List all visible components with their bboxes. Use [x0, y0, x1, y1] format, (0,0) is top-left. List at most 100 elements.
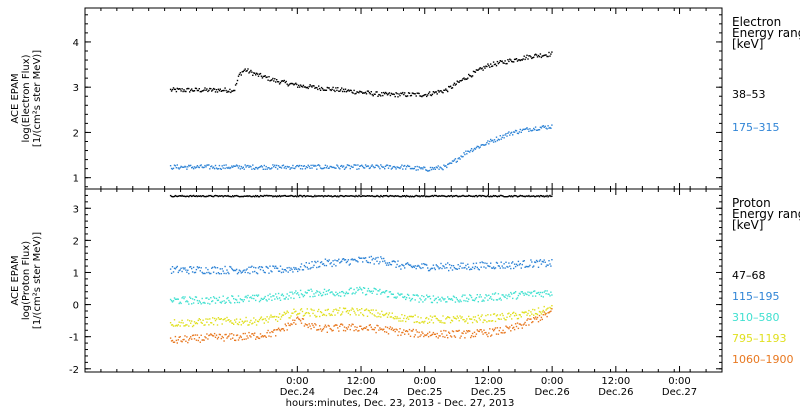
data-point-proton-4: [510, 330, 512, 332]
data-point-electron-0: [533, 56, 535, 58]
data-point-proton-3: [236, 323, 239, 325]
data-point-proton-0: [453, 195, 456, 197]
data-point-electron-0: [469, 74, 471, 77]
data-point-proton-4: [289, 324, 291, 327]
data-point-electron-0: [315, 86, 317, 89]
data-point-proton-0: [483, 195, 485, 197]
data-point-proton-3: [464, 321, 466, 323]
data-point-proton-2: [317, 291, 319, 293]
data-point-proton-4: [365, 326, 368, 328]
data-point-proton-4: [203, 339, 205, 341]
data-point-proton-3: [271, 316, 273, 318]
data-point-proton-1: [249, 272, 251, 275]
data-point-proton-1: [290, 267, 292, 269]
data-point-proton-1: [403, 265, 405, 267]
data-point-proton-0: [451, 196, 454, 198]
data-point-proton-0: [511, 195, 513, 197]
data-point-electron-1: [492, 141, 495, 143]
data-point-proton-3: [398, 320, 400, 322]
data-point-proton-3: [317, 310, 319, 313]
data-point-electron-0: [376, 91, 378, 93]
data-point-proton-0: [466, 195, 468, 197]
data-point-proton-1: [243, 269, 245, 271]
data-point-proton-3: [241, 320, 243, 322]
data-point-proton-1: [441, 267, 443, 270]
data-point-proton-4: [262, 336, 264, 338]
data-point-proton-4: [283, 329, 285, 332]
data-point-proton-1: [437, 266, 439, 268]
data-point-proton-0: [331, 196, 333, 198]
data-point-proton-0: [425, 196, 427, 198]
data-point-proton-4: [179, 336, 181, 338]
data-point-proton-4: [323, 326, 326, 328]
data-point-proton-4: [269, 331, 271, 334]
data-point-proton-2: [414, 299, 416, 301]
data-point-proton-2: [415, 294, 417, 296]
data-point-proton-3: [277, 316, 280, 318]
data-point-electron-1: [544, 125, 546, 127]
data-point-proton-3: [524, 311, 526, 313]
data-point-electron-1: [483, 144, 485, 146]
data-point-electron-0: [213, 88, 216, 90]
data-point-proton-3: [212, 317, 214, 319]
data-point-electron-0: [258, 73, 261, 75]
data-point-proton-0: [481, 194, 483, 197]
data-point-proton-2: [260, 297, 263, 300]
data-point-proton-1: [399, 265, 401, 267]
data-point-electron-0: [522, 58, 524, 60]
legend-entry-proton-3: 795–1193: [732, 332, 787, 345]
data-point-electron-1: [316, 168, 318, 170]
data-point-electron-0: [381, 92, 383, 94]
data-point-proton-2: [456, 298, 458, 301]
data-point-proton-1: [380, 256, 382, 258]
data-point-proton-4: [333, 325, 335, 327]
data-point-electron-0: [334, 90, 336, 93]
data-point-proton-4: [549, 311, 551, 313]
data-point-proton-3: [217, 317, 220, 319]
data-point-proton-1: [453, 266, 456, 269]
data-point-proton-3: [193, 321, 196, 323]
data-point-electron-1: [469, 151, 471, 153]
data-point-electron-0: [186, 88, 188, 90]
data-point-electron-0: [340, 89, 342, 91]
data-point-electron-0: [318, 85, 320, 87]
data-point-proton-0: [324, 195, 327, 197]
data-point-proton-4: [391, 327, 393, 329]
data-point-electron-0: [441, 91, 443, 93]
data-point-proton-3: [491, 320, 494, 322]
data-point-proton-0: [313, 195, 315, 198]
data-point-proton-1: [343, 259, 346, 261]
data-point-electron-1: [379, 167, 381, 170]
data-point-electron-0: [373, 93, 375, 95]
data-point-proton-2: [436, 301, 438, 304]
data-point-proton-0: [339, 195, 341, 197]
data-point-proton-0: [521, 195, 523, 197]
data-point-proton-0: [449, 195, 452, 197]
data-point-proton-1: [264, 271, 266, 274]
data-point-proton-2: [328, 289, 330, 291]
data-point-electron-0: [243, 69, 245, 72]
data-point-proton-2: [547, 293, 549, 295]
data-point-proton-1: [409, 264, 412, 266]
data-point-electron-1: [465, 150, 467, 152]
data-point-proton-2: [201, 297, 203, 300]
data-point-proton-3: [341, 311, 344, 313]
data-point-proton-0: [299, 194, 302, 197]
data-point-proton-1: [189, 266, 191, 268]
data-point-proton-0: [482, 195, 484, 197]
data-point-electron-1: [304, 168, 307, 170]
data-point-electron-0: [218, 89, 221, 92]
data-point-proton-4: [307, 326, 309, 329]
data-point-electron-0: [504, 60, 506, 62]
data-point-electron-1: [442, 168, 444, 171]
data-point-proton-4: [428, 331, 431, 333]
data-point-proton-1: [503, 263, 505, 265]
data-point-proton-3: [513, 315, 516, 317]
data-point-proton-2: [314, 295, 316, 297]
data-point-electron-0: [491, 65, 493, 68]
data-point-proton-0: [198, 195, 200, 197]
data-point-proton-1: [233, 269, 235, 272]
data-point-proton-1: [317, 260, 319, 263]
data-point-proton-1: [331, 265, 333, 268]
